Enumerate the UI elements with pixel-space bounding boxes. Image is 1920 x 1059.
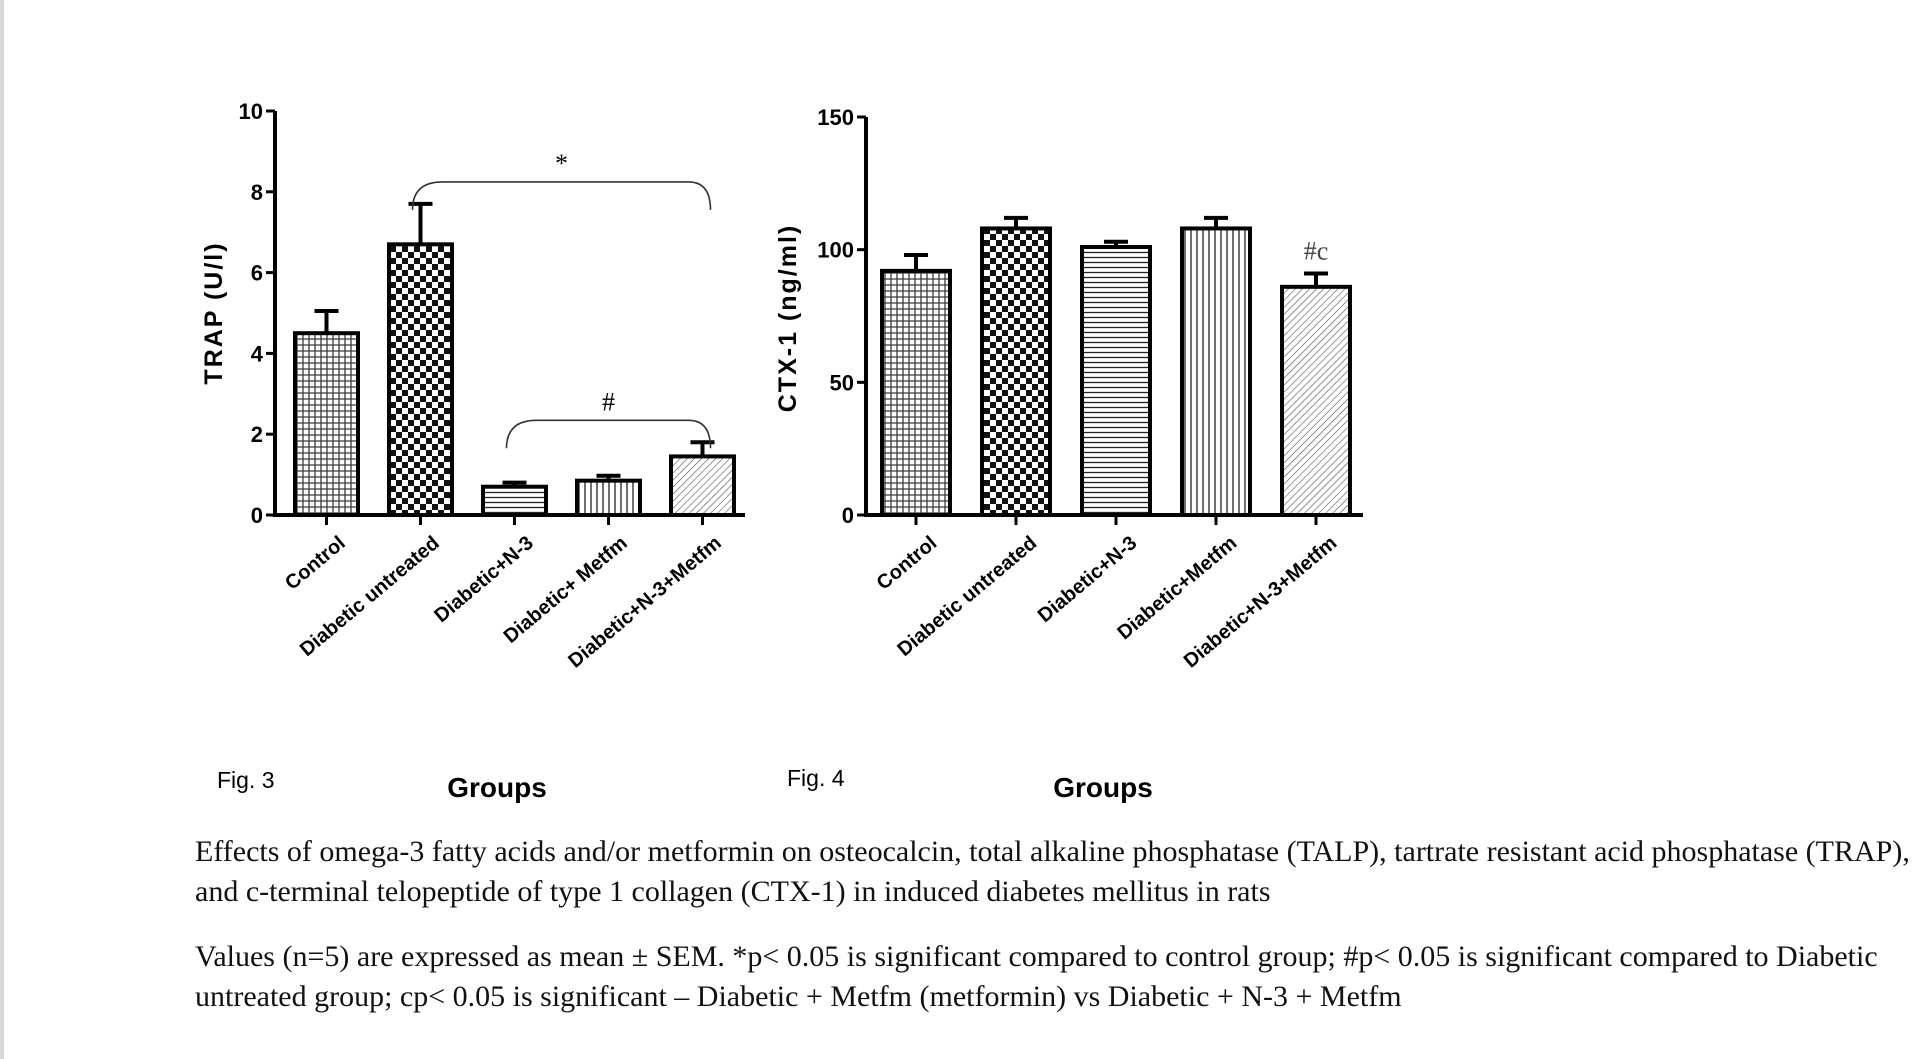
caption-title: Effects of omega-3 fatty acids and/or me… — [195, 835, 1910, 908]
y-axis-title: CTX-1 (ng/ml) — [774, 224, 802, 413]
y-tick-label: 50 — [830, 370, 854, 395]
bar-3 — [1180, 226, 1252, 517]
x-tick-label: Diabetic+N-3+Metfm — [564, 532, 725, 672]
significance-bracket — [505, 419, 712, 449]
significance-marker: #c — [1304, 237, 1329, 266]
bar-2 — [1080, 245, 1152, 517]
figure-caption: Effects of omega-3 fatty acids and/or me… — [195, 832, 1920, 912]
significance-marker: # — [602, 387, 615, 416]
y-tick-label: 0 — [842, 503, 854, 528]
bar-4 — [669, 454, 736, 518]
bar-1 — [387, 242, 454, 517]
bar-0 — [880, 268, 952, 518]
y-tick-label: 100 — [817, 238, 854, 263]
figure-label: Fig. 4 — [787, 765, 845, 791]
x-axis-title: Groups — [447, 772, 547, 803]
y-tick-label: 4 — [251, 341, 264, 366]
y-tick-label: 2 — [251, 422, 263, 447]
y-axis-title: TRAP (U/l) — [200, 241, 228, 384]
figure-notes: Values (n=5) are expressed as mean ± SEM… — [195, 937, 1920, 1017]
y-tick-label: 0 — [251, 503, 263, 528]
x-tick-label: Control — [281, 532, 350, 595]
bar-0 — [293, 331, 360, 518]
x-axis-title: Groups — [1053, 772, 1153, 803]
figure-label: Fig. 3 — [217, 767, 275, 793]
y-tick-label: 10 — [239, 99, 263, 124]
bar-3 — [575, 478, 642, 518]
y-tick-label: 150 — [817, 105, 854, 130]
significance-bracket — [411, 181, 712, 210]
bar-4 — [1280, 284, 1352, 517]
x-tick-label: Diabetic+N-3 — [1034, 532, 1141, 627]
page-edge — [0, 0, 4, 1059]
significance-marker: * — [555, 149, 568, 178]
x-tick-label: Control — [873, 532, 942, 595]
y-tick-label: 8 — [251, 180, 263, 205]
y-tick-label: 6 — [251, 261, 263, 286]
caption-notes: Values (n=5) are expressed as mean ± SEM… — [195, 940, 1878, 1013]
bar-1 — [980, 226, 1052, 517]
bar-2 — [481, 484, 548, 518]
